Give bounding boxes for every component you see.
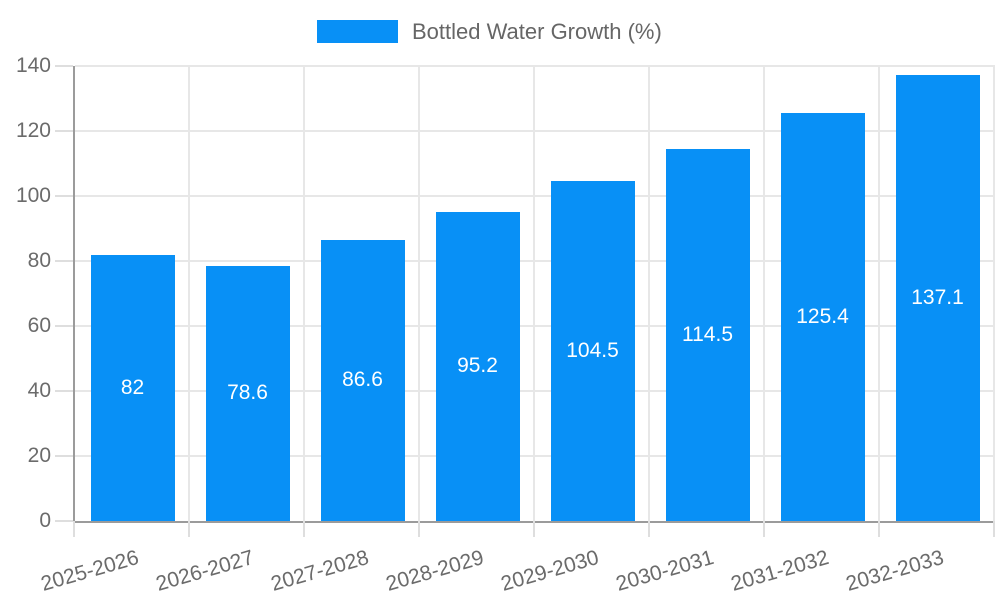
bar-value-label: 86.6 — [342, 368, 383, 392]
bar[interactable]: 125.4 — [780, 113, 865, 521]
y-tick-mark — [55, 130, 73, 132]
bar[interactable]: 104.5 — [550, 181, 635, 521]
x-grid-line — [418, 66, 420, 521]
plot-area: 0 20 40 60 80 100 120 140 82 2025-2026 78.6 2026-20… — [16, 54, 995, 596]
legend[interactable]: Bottled Water Growth (%) — [317, 18, 662, 44]
y-tick-label: 120 — [15, 119, 51, 142]
y-grid-line — [75, 130, 995, 132]
x-grid-line — [533, 66, 535, 521]
x-grid-line — [303, 66, 305, 521]
x-grid-line — [648, 66, 650, 521]
x-tick-mark — [188, 521, 190, 537]
y-tick-label: 80 — [27, 249, 51, 272]
bar[interactable]: 82 — [90, 254, 175, 521]
y-tick-mark — [55, 325, 73, 327]
y-grid-line — [75, 455, 995, 457]
y-grid-line — [75, 65, 995, 67]
x-tick-mark — [648, 521, 650, 537]
x-tick-mark — [878, 521, 880, 537]
x-tick-mark — [533, 521, 535, 537]
bar[interactable]: 78.6 — [205, 265, 290, 521]
bar-value-label: 125.4 — [796, 305, 849, 329]
bar-value-label: 82 — [120, 375, 145, 399]
bar-value-label: 78.6 — [227, 381, 268, 405]
bar-value-label: 95.2 — [457, 354, 498, 378]
y-grid-line — [75, 195, 995, 197]
y-tick-mark — [55, 260, 73, 262]
x-tick-mark — [418, 521, 420, 537]
x-tick-mark — [763, 521, 765, 537]
bar[interactable]: 114.5 — [665, 148, 750, 521]
bar[interactable]: 95.2 — [435, 211, 520, 521]
bar[interactable]: 137.1 — [895, 75, 980, 521]
x-grid-line — [188, 66, 190, 521]
x-grid-line — [763, 66, 765, 521]
bar-value-label: 104.5 — [566, 339, 619, 363]
x-grid-line — [878, 66, 880, 521]
x-tick-mark — [73, 521, 75, 537]
y-tick-mark — [55, 390, 73, 392]
y-tick-mark — [55, 65, 73, 67]
y-tick-label: 40 — [27, 379, 51, 402]
bar[interactable]: 86.6 — [320, 239, 405, 521]
x-tick-mark — [993, 521, 995, 537]
x-tick-mark — [303, 521, 305, 537]
y-tick-label: 0 — [39, 509, 51, 532]
legend-label: Bottled Water Growth (%) — [412, 18, 662, 44]
y-tick-mark — [55, 455, 73, 457]
y-grid-line — [75, 260, 995, 262]
y-tick-label: 20 — [27, 444, 51, 467]
y-tick-mark — [55, 520, 73, 522]
legend-swatch — [317, 20, 398, 43]
y-tick-label: 140 — [15, 54, 51, 77]
bar-value-label: 114.5 — [682, 322, 733, 346]
y-tick-label: 60 — [27, 314, 51, 337]
y-tick-mark — [55, 195, 73, 197]
y-axis-line — [73, 66, 75, 523]
x-grid-line — [993, 66, 995, 521]
y-grid-line — [75, 390, 995, 392]
y-grid-line — [75, 325, 995, 327]
y-tick-label: 100 — [15, 184, 51, 207]
bar-value-label: 137.1 — [911, 286, 964, 310]
